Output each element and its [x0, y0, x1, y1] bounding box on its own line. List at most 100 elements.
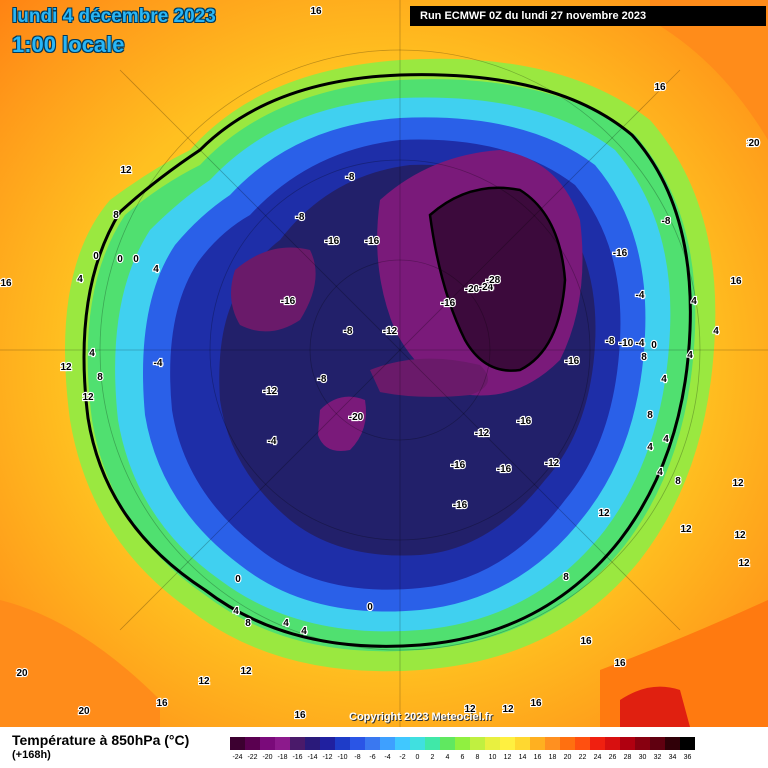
warm-region-northeast: [650, 0, 768, 140]
purple-band-arctic: [370, 358, 488, 397]
isotherm-label: 12: [734, 530, 746, 541]
isotherm-label: -8: [662, 216, 671, 227]
legend-tick-label: 34: [669, 754, 677, 761]
legend-tick-label: -8: [354, 754, 360, 761]
legend-swatch: [680, 737, 695, 750]
legend-tick-label: 0: [416, 754, 420, 761]
legend-swatch: [470, 737, 485, 750]
legend-swatch: [530, 737, 545, 750]
isotherm-label: -16: [451, 460, 466, 471]
isotherm-label: 12: [502, 704, 514, 715]
isotherm-label: 0: [93, 251, 99, 262]
legend-tick-label: 24: [594, 754, 602, 761]
legend-tick-label: 22: [579, 754, 587, 761]
isotherm-label: 16: [746, 138, 758, 149]
isotherm-label: 8: [563, 572, 569, 583]
legend-tick-label: -6: [369, 754, 375, 761]
isotherm-label: -8: [346, 172, 355, 183]
legend-swatch: [350, 737, 365, 750]
purple-core-scandinavia: [318, 396, 366, 451]
valid-time-title: 1:00 locale: [12, 32, 125, 57]
isotherm-label: 12: [732, 478, 744, 489]
isotherm-label: 4: [153, 264, 159, 275]
isotherm-label: -4: [636, 290, 645, 301]
legend-swatch: [440, 737, 455, 750]
legend-swatch: [665, 737, 680, 750]
legend-tick-label: 28: [624, 754, 632, 761]
isotherm-label: 16: [580, 636, 592, 647]
isotherm-label: 12: [598, 508, 610, 519]
isotherm-label: -16: [325, 236, 340, 247]
isotherm-label: 8: [97, 372, 103, 383]
legend-swatch: [365, 737, 380, 750]
isotherm-label: 16: [156, 698, 168, 709]
isotherm-label: 12: [738, 558, 750, 569]
isotherm-label: -20: [465, 284, 480, 295]
isotherm-label: -4: [154, 358, 163, 369]
legend-tick-label: -20: [262, 754, 272, 761]
isotherm-label: 12: [464, 704, 476, 715]
warm-region-southwest: [0, 600, 160, 727]
isotherm-label: 8: [647, 410, 653, 421]
legend-swatch: [305, 737, 320, 750]
isotherm-label: 16: [614, 658, 626, 669]
isotherm-label: 20: [16, 668, 28, 679]
isotherm-label: -4: [636, 338, 645, 349]
legend-footer: Température à 850hPa (°C) (+168h) -24 -22…: [0, 727, 768, 768]
legend-swatch: [620, 737, 635, 750]
legend-tick-label: 16: [534, 754, 542, 761]
isotherm-label: -28: [486, 275, 501, 286]
isotherm-label: -16: [613, 248, 628, 259]
isotherm-label: 4: [77, 274, 83, 285]
legend-swatch: [515, 737, 530, 750]
isotherm-label: 0: [235, 574, 241, 585]
isotherm-label: 12: [198, 676, 210, 687]
legend-swatch: [275, 737, 290, 750]
legend-swatch: [500, 737, 515, 750]
legend-tick-label: -22: [247, 754, 257, 761]
isotherm-label: -16: [517, 416, 532, 427]
model-run-label: Run ECMWF 0Z du lundi 27 novembre 2023: [410, 6, 766, 26]
legend-tick-label: -16: [292, 754, 302, 761]
isotherm-label: 16: [294, 710, 306, 721]
isotherm-label: -12: [383, 326, 398, 337]
isotherm-label: 16: [310, 6, 322, 17]
legend-tick-label: -12: [322, 754, 332, 761]
isotherm-label: 16: [654, 82, 666, 93]
legend-swatch: [650, 737, 665, 750]
legend-tick-label: 36: [684, 754, 692, 761]
legend-swatch: [320, 737, 335, 750]
legend-tick-label: 6: [461, 754, 465, 761]
isotherm-label: 4: [283, 618, 289, 629]
variable-title: Température à 850hPa (°C): [12, 732, 190, 748]
isotherm-label: -12: [545, 458, 560, 469]
legend-tick-label: 12: [504, 754, 512, 761]
isotherm-label: -16: [441, 298, 456, 309]
isotherm-label: 4: [687, 350, 693, 361]
isotherm-label: 20: [748, 138, 760, 149]
legend-tick-label: 18: [549, 754, 557, 761]
legend-swatch: [635, 737, 650, 750]
zero-isotherm-contour: [82, 73, 692, 648]
isotherm-label: 4: [657, 467, 663, 478]
isotherm-label: 16: [0, 278, 12, 289]
isotherm-label: -16: [365, 236, 380, 247]
legend-tick-label: 2: [431, 754, 435, 761]
isotherm-label: -8: [344, 326, 353, 337]
legend-tick-label: -4: [384, 754, 390, 761]
legend-tick-label: -24: [232, 754, 242, 761]
legend-tick-label: 20: [564, 754, 572, 761]
isotherm-label: 16: [580, 636, 592, 647]
isotherm-label: 4: [663, 434, 669, 445]
isotherm-label: 4: [647, 442, 653, 453]
legend-tick-label: 30: [639, 754, 647, 761]
isotherm-label: 4: [89, 348, 95, 359]
legend-tick-label: 4: [446, 754, 450, 761]
legend-tick-label: 32: [654, 754, 662, 761]
minus24-isotherm-contour: [428, 186, 567, 372]
legend-swatch: [560, 737, 575, 750]
legend-tick-label: 14: [519, 754, 527, 761]
isotherm-label: 12: [680, 524, 692, 535]
isotherm-label: -12: [263, 386, 278, 397]
